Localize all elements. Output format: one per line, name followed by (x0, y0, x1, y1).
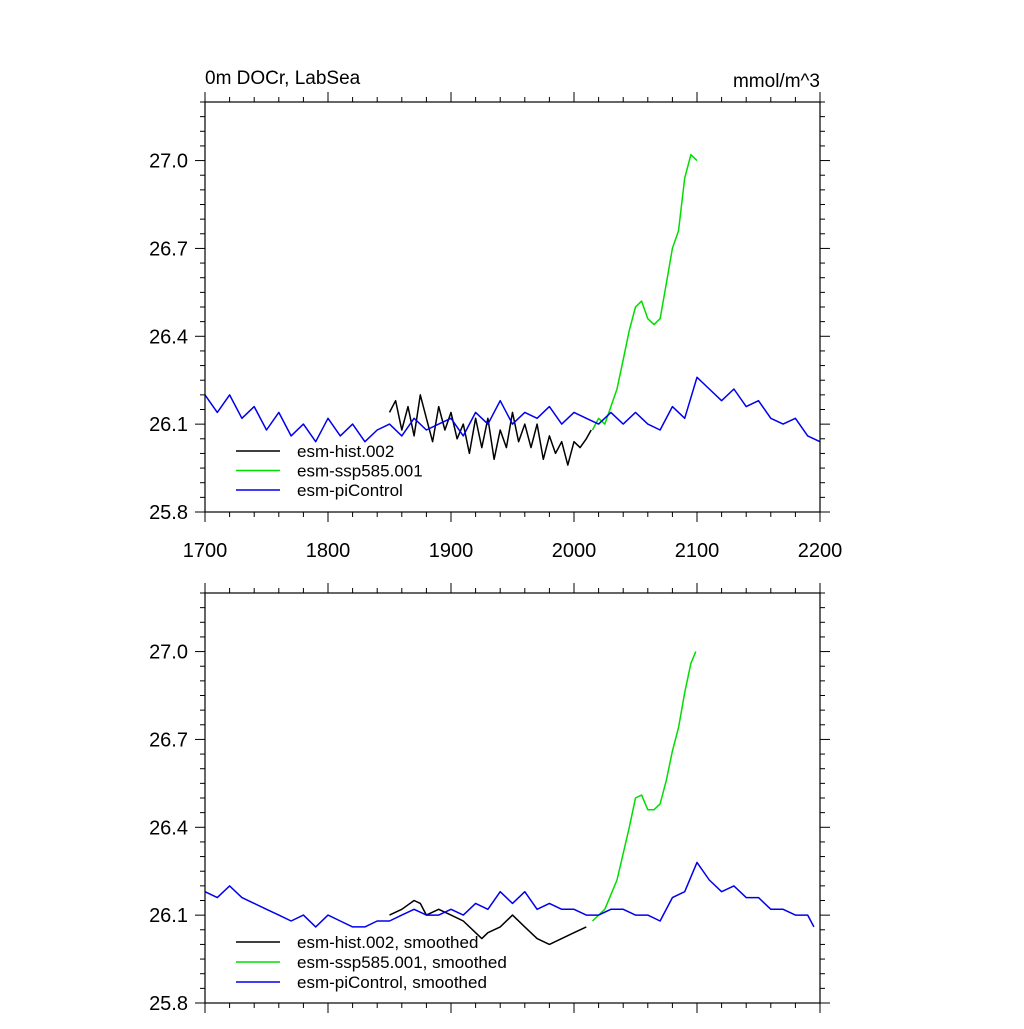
legend-label: esm-ssp585.001 (297, 462, 423, 481)
y-tick-label: 26.1 (149, 414, 188, 436)
x-tick-label: 1900 (429, 540, 474, 562)
series-line-1-2 (591, 153, 698, 431)
series-line-1-1 (388, 394, 592, 466)
legend-label: esm-piControl (297, 481, 403, 500)
x-tick-label: 2100 (675, 540, 720, 562)
y-tick-label: 25.8 (149, 502, 188, 524)
chart-panel-2: 25.8 26.1 26.4 26.7 27.0 esm-hist.002, smooth… (149, 583, 830, 1015)
chart-panel-1: 25.8 26.1 26.4 26.7 27.0 1700 1800 1900 2000 2100… (149, 68, 842, 562)
x-tick-label: 2000 (552, 540, 597, 562)
units-label: mmol/m^3 (733, 71, 820, 92)
y-tick-label: 25.8 (149, 993, 188, 1015)
x-tick-label: 1800 (306, 540, 351, 562)
legend-label: esm-piControl, smoothed (297, 973, 487, 992)
legend-label: esm-ssp585.001, smoothed (297, 953, 507, 972)
x-tick-label: 2200 (798, 540, 843, 562)
x-tick-label: 1700 (183, 540, 228, 562)
y-tick-label: 27.0 (149, 642, 188, 664)
series-line-2-3 (204, 861, 815, 928)
series-line-2-1 (389, 899, 587, 946)
chart-title: 0m DOCr, LabSea (205, 68, 361, 89)
y-tick-label: 26.1 (149, 905, 188, 927)
y-tick-label: 26.7 (149, 238, 188, 260)
y-tick-label: 26.7 (149, 729, 188, 751)
y-tick-label: 26.4 (149, 817, 188, 839)
y-tick-label: 27.0 (149, 151, 188, 173)
legend-label: esm-hist.002 (297, 442, 394, 461)
legend-label: esm-hist.002, smoothed (297, 933, 478, 952)
series-line-1-3 (204, 376, 821, 443)
series-line-2-2 (591, 651, 697, 922)
y-tick-label: 26.4 (149, 326, 188, 348)
